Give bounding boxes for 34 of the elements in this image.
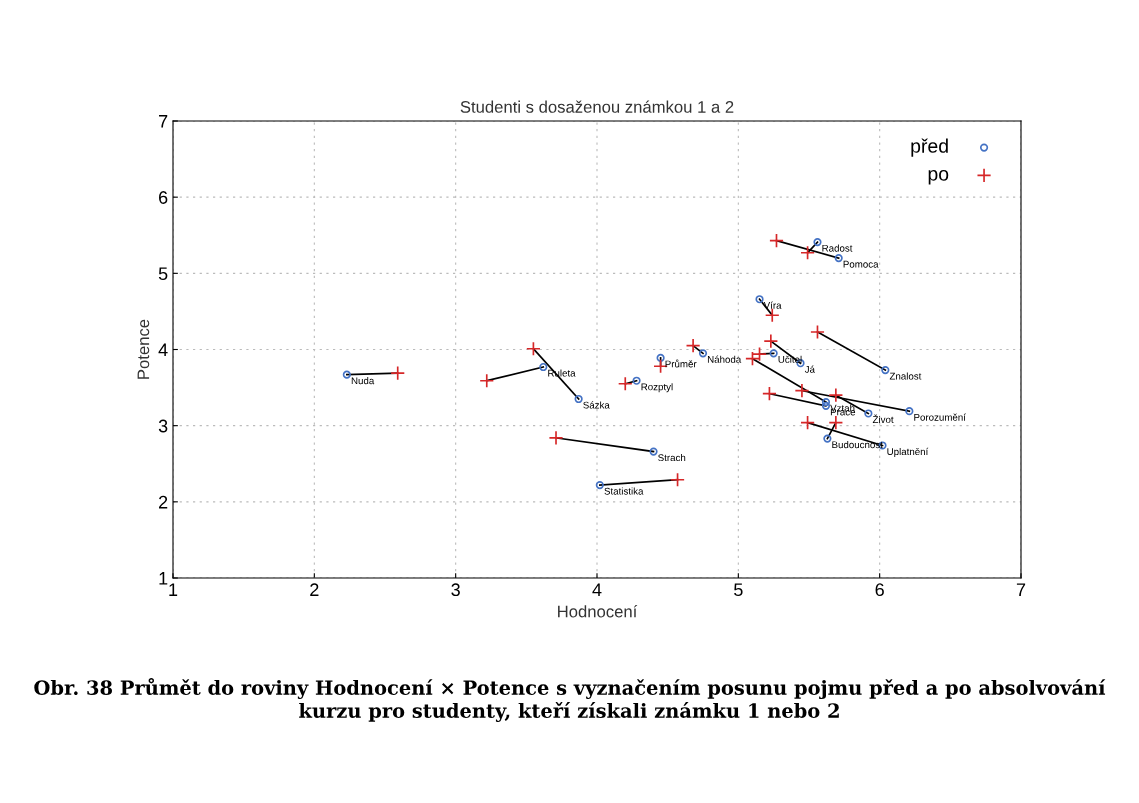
annotation: Já (804, 365, 815, 373)
y-tick-label: 2 (159, 495, 168, 509)
annotation: Rozptyl (641, 383, 673, 393)
annotation: Strach (658, 453, 686, 462)
y-tick-label: 3 (158, 419, 168, 433)
text: Obr. 38 Průmět do roviny Hodnocení × Potence s vyznačením posunu pojmu před a po absolvování kurzu pro studenty, kteří získali známku 1 nebo 2 (34, 678, 1106, 722)
chart-title: Studenti s dosaženou známkou 1 a 2 (460, 100, 734, 113)
y-tick-label: 4 (158, 343, 168, 357)
x-axis-title: Hodnocení (558, 605, 638, 618)
annotation: Náhoda (707, 355, 742, 363)
legend-label: před (911, 138, 948, 157)
annotation: Porozumění (914, 413, 966, 421)
x-tick-label: 6 (875, 583, 884, 597)
x-tick-label: 1 (169, 583, 178, 596)
annotation: Nuda (351, 377, 375, 385)
annotation: Pomoca (843, 260, 879, 268)
x-tick-label: 7 (1016, 583, 1026, 596)
annotation: Statistika (604, 487, 644, 495)
y-tick-label: 5 (158, 267, 168, 281)
x-tick-label: 5 (734, 583, 743, 597)
x-tick-label: 4 (592, 583, 602, 596)
annotation: Znalost (889, 372, 922, 380)
legend-label: po (928, 170, 949, 185)
y-tick-label: 6 (159, 191, 168, 204)
annotation: Život (872, 414, 894, 424)
x-tick-label: 3 (451, 583, 460, 597)
annotation: Uplatnění (887, 447, 929, 457)
annotation: Průměr (665, 359, 697, 368)
y-tick-label: 7 (159, 115, 168, 128)
y-tick-label: 1 (159, 572, 168, 585)
x-tick-label: 2 (310, 583, 319, 596)
annotation: Sázka (583, 401, 610, 409)
annotation: Radost (822, 244, 853, 252)
y-axis-title: Potence (137, 319, 150, 379)
